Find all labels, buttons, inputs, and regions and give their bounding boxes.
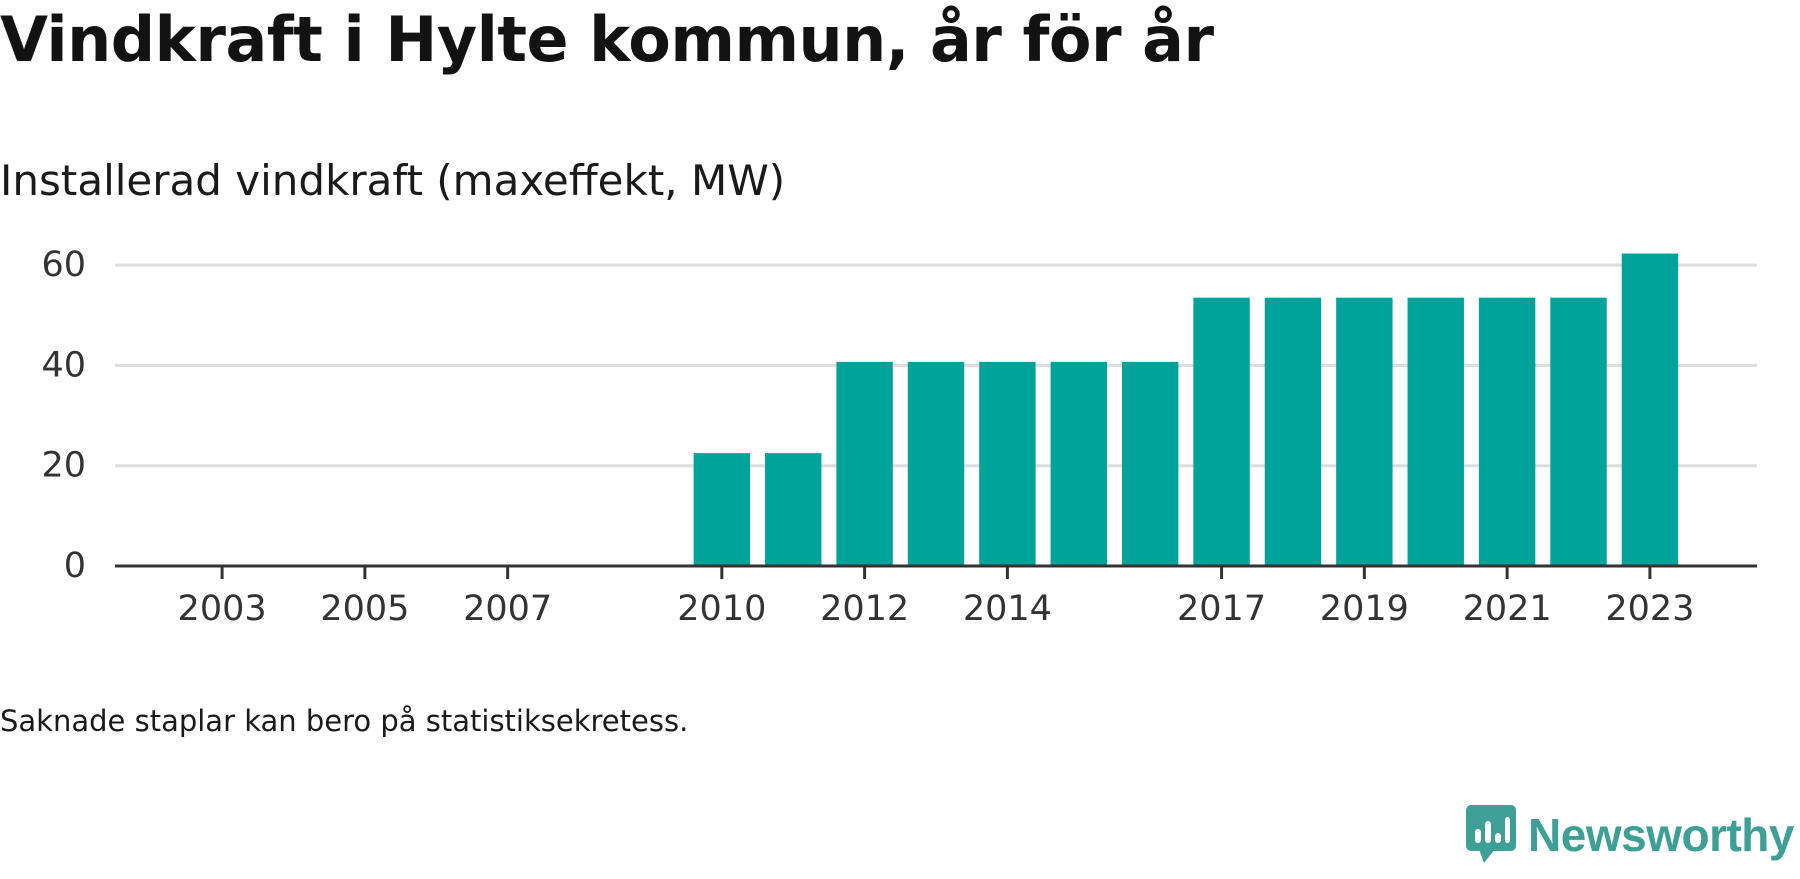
bar-2010 (693, 453, 751, 566)
bar-chart: 0 20 40 60 2003 2005 2007 2010 2012 2014 2017 2019… (41, 245, 1757, 629)
bar-2017 (1193, 297, 1250, 566)
y-axis-labels: 0 20 40 60 (41, 245, 86, 586)
x-tick-label: 2019 (1320, 589, 1409, 629)
x-tick-label: 2023 (1605, 589, 1694, 629)
x-tick-label: 2005 (320, 589, 409, 629)
x-tick-label: 2014 (963, 589, 1052, 629)
y-tick-label: 60 (41, 245, 86, 285)
bar-2011 (765, 453, 822, 566)
footnote: Saknade staplar kan bero på statistiksek… (0, 704, 689, 738)
bar-2012 (836, 361, 893, 566)
bar-2019 (1336, 297, 1393, 566)
x-tick-label: 2021 (1463, 589, 1552, 629)
bar-2013 (907, 361, 965, 566)
bar-2018 (1264, 297, 1322, 566)
brand-name: Newsworthy (1528, 809, 1794, 861)
x-axis (115, 564, 1757, 579)
bar-2022 (1550, 297, 1607, 566)
bar-2020 (1407, 297, 1464, 566)
newsworthy-logo-icon (1466, 805, 1517, 863)
x-tick-label: 2007 (463, 589, 552, 629)
bar-2021 (1478, 297, 1536, 566)
bar-2023 (1621, 253, 1679, 566)
x-axis-labels: 2003 2005 2007 2010 2012 2014 2017 2019 2021 2023 (178, 589, 1695, 629)
newsworthy-logo[interactable]: Newsworthy (1466, 805, 1794, 865)
x-tick-label: 2012 (820, 589, 909, 629)
bar-2015 (1050, 361, 1107, 566)
y-tick-label: 0 (64, 546, 86, 586)
chart-title: Vindkraft i Hylte kommun, år för år (0, 3, 1214, 76)
y-tick-label: 40 (41, 345, 86, 385)
x-tick-label: 2003 (178, 589, 267, 629)
bar-2016 (1121, 361, 1179, 566)
y-tick-label: 20 (41, 446, 86, 486)
chart-subtitle: Installerad vindkraft (maxeffekt, MW) (0, 156, 786, 205)
bar-2014 (979, 361, 1036, 566)
x-tick-label: 2017 (1177, 589, 1266, 629)
x-tick-label: 2010 (677, 589, 766, 629)
bars (693, 253, 1679, 566)
